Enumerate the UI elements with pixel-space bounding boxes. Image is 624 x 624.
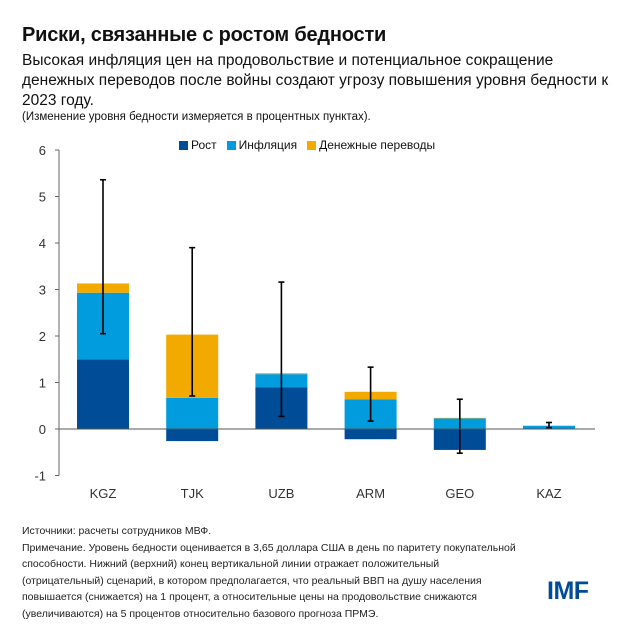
legend-label: Инфляция <box>238 138 298 152</box>
legend-swatch <box>226 140 236 150</box>
note-line: Примечание. Уровень бедности оценивается… <box>22 541 516 554</box>
y-tick-label: 3 <box>39 283 46 298</box>
y-tick-label: -1 <box>34 469 46 484</box>
x-category-label: KGZ <box>90 486 117 501</box>
legend-swatch <box>179 140 188 150</box>
legend-item-remittances: Денежные переводы <box>307 138 435 152</box>
imf-logo: IMF <box>547 577 589 605</box>
note-line: (отрицательный) сценарий, в котором пред… <box>22 574 482 587</box>
note-line: повышается (снижается) на 1 процент, а о… <box>22 591 477 604</box>
note-line: способности. Нижний (верхний) конец верт… <box>22 558 440 571</box>
legend-item-inflation: Инфляция <box>226 138 298 152</box>
bar-segment-arm-0 <box>344 429 397 440</box>
y-tick-label: 2 <box>39 329 46 344</box>
legend-item-growth: Рост <box>179 138 217 152</box>
bar-segment-tjk-1 <box>166 397 219 429</box>
legend-label: Рост <box>191 138 217 152</box>
bar-segment-tjk-0 <box>166 429 219 442</box>
footnotes: Источники: расчеты сотрудников МВФ. Прим… <box>22 523 516 623</box>
note-line: (увеличиваются) на 5 процентов относител… <box>22 607 379 620</box>
x-category-label: ARM <box>356 486 385 501</box>
x-category-label: UZB <box>268 486 294 501</box>
legend-swatch <box>307 140 317 150</box>
x-category-label: TJK <box>181 486 204 501</box>
y-tick-label: 1 <box>39 376 46 391</box>
x-category-label: KAZ <box>536 486 561 501</box>
legend-label: Денежные переводы <box>319 138 436 152</box>
y-tick-label: 5 <box>39 190 46 205</box>
x-category-label: GEO <box>445 486 474 501</box>
y-tick-label: 6 <box>39 143 46 158</box>
chart-subtitle: Высокая инфляция цен на продовольствие и… <box>22 52 609 109</box>
unit-note: (Изменение уровня бедности измеряется в … <box>22 111 371 123</box>
y-tick-label: 0 <box>39 422 46 437</box>
y-tick-label: 4 <box>39 236 46 251</box>
source-note: Источники: расчеты сотрудников МВФ. <box>22 525 212 537</box>
legend: Рост Инфляция Денежные переводы <box>179 138 435 152</box>
chart-title: Риски, связанные с ростом бедности <box>22 24 387 46</box>
bar-segment-kgz-0 <box>77 359 129 429</box>
